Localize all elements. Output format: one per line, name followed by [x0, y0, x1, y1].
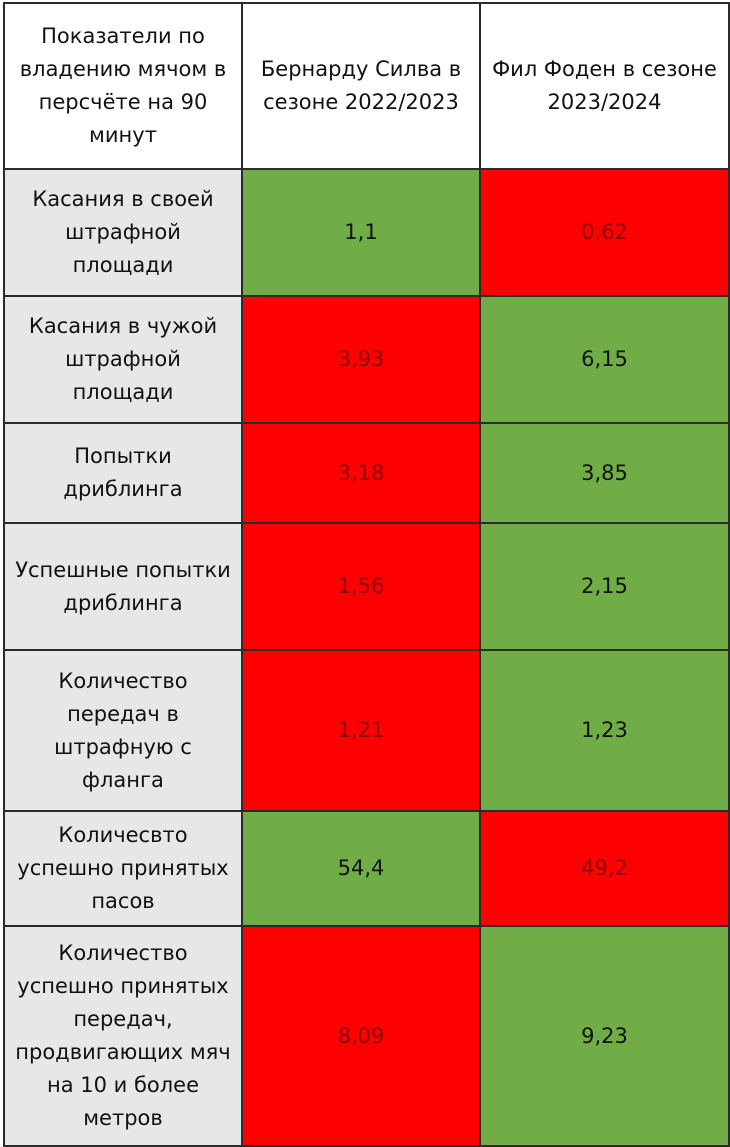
header-metric: Показатели по владению мячом в персчёте …	[3, 2, 243, 170]
header-foden: Фил Фоден в сезоне 2023/2024	[479, 2, 730, 170]
silva-value: 1,56	[241, 522, 481, 651]
foden-value: 1,23	[479, 649, 730, 812]
header-row: Показатели по владению мячом в персчёте …	[3, 2, 730, 170]
row-label: Количество передач в штрафную с фланга	[3, 649, 243, 812]
table-row: Количество успешно принятых передач, про…	[3, 925, 730, 1147]
silva-value: 54,4	[241, 810, 481, 927]
foden-value: 49,2	[479, 810, 730, 927]
silva-value: 3,18	[241, 422, 481, 524]
row-label: Количество успешно принятых передач, про…	[3, 925, 243, 1147]
table-row: Попытки дриблинга 3,18 3,85	[3, 422, 730, 524]
table-row: Количесвто успешно принятых пасов 54,4 4…	[3, 810, 730, 927]
header-silva: Бернарду Силва в сезоне 2022/2023	[241, 2, 481, 170]
row-label: Количесвто успешно принятых пасов	[3, 810, 243, 927]
comparison-table: Показатели по владению мячом в персчёте …	[3, 2, 730, 1147]
foden-value: 0,62	[479, 168, 730, 297]
silva-value: 3,93	[241, 295, 481, 424]
foden-value: 2,15	[479, 522, 730, 651]
silva-value: 1,21	[241, 649, 481, 812]
table-row: Касания в чужой штрафной площади 3,93 6,…	[3, 295, 730, 424]
row-label: Успешные попытки дриблинга	[3, 522, 243, 651]
row-label: Касания в своей штрафной площади	[3, 168, 243, 297]
foden-value: 3,85	[479, 422, 730, 524]
table-row: Количество передач в штрафную с фланга 1…	[3, 649, 730, 812]
row-label: Попытки дриблинга	[3, 422, 243, 524]
table-row: Касания в своей штрафной площади 1,1 0,6…	[3, 168, 730, 297]
table-row: Успешные попытки дриблинга 1,56 2,15	[3, 522, 730, 651]
foden-value: 6,15	[479, 295, 730, 424]
silva-value: 1,1	[241, 168, 481, 297]
foden-value: 9,23	[479, 925, 730, 1147]
silva-value: 8,09	[241, 925, 481, 1147]
row-label: Касания в чужой штрафной площади	[3, 295, 243, 424]
